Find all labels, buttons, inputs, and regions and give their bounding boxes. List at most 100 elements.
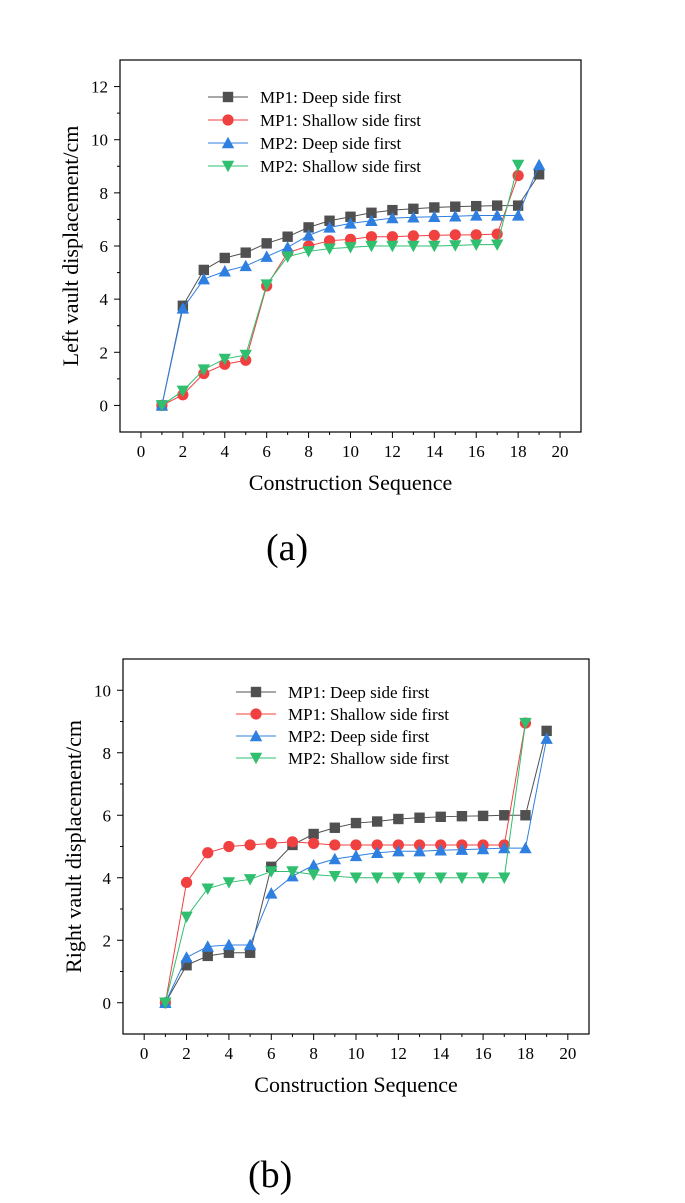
- data-point: [243, 874, 257, 886]
- data-point: [490, 209, 504, 221]
- data-point: [244, 947, 256, 958]
- data-point: [414, 812, 425, 823]
- data-point: [345, 211, 356, 222]
- data-point: [159, 997, 172, 1009]
- series-line: [161, 175, 519, 406]
- y-tick-label: 8: [100, 184, 109, 203]
- data-point: [533, 169, 545, 180]
- legend-marker: [222, 114, 234, 126]
- data-point: [302, 246, 315, 258]
- y-tick-label: 0: [100, 396, 109, 415]
- x-tick-label: 14: [432, 1044, 450, 1063]
- data-point: [349, 849, 363, 862]
- data-point: [323, 243, 336, 255]
- data-point: [286, 866, 299, 878]
- data-point: [349, 872, 363, 884]
- data-point: [393, 813, 404, 825]
- x-tick-label: 16: [468, 442, 485, 461]
- legend-label: MP1: Deep side first: [288, 683, 429, 702]
- y-axis-title: Left vault displacement/cm: [58, 126, 83, 367]
- data-point: [392, 839, 404, 851]
- x-tick-label: 10: [342, 442, 359, 461]
- y-tick-label: 10: [91, 131, 108, 150]
- legend-label: MP2: Deep side first: [288, 727, 429, 746]
- x-axis-title: Construction Sequence: [254, 1072, 457, 1097]
- legend-item: MP2: Shallow side first: [236, 749, 449, 768]
- data-point: [449, 210, 462, 222]
- legend-label: MP1: Shallow side first: [260, 111, 421, 130]
- x-tick-label: 14: [426, 442, 444, 461]
- data-point: [344, 242, 357, 254]
- x-tick-label: 2: [179, 442, 188, 461]
- x-tick-label: 0: [137, 442, 146, 461]
- legend-item: MP1: Shallow side first: [208, 111, 421, 130]
- data-point: [180, 911, 193, 924]
- data-point: [302, 229, 315, 241]
- data-point: [491, 200, 503, 211]
- series-3: [155, 158, 546, 411]
- data-point: [498, 841, 511, 854]
- x-tick-label: 20: [552, 442, 569, 461]
- data-point: [470, 229, 482, 241]
- legend-marker: [249, 729, 263, 742]
- x-tick-label: 4: [221, 442, 230, 461]
- data-point: [413, 839, 426, 851]
- data-point: [281, 241, 294, 253]
- data-point: [323, 221, 336, 233]
- x-axis-title: Construction Sequence: [249, 470, 452, 495]
- data-point: [307, 869, 320, 881]
- x-tick-label: 20: [559, 1044, 576, 1063]
- data-point: [176, 385, 190, 398]
- data-point: [222, 877, 236, 889]
- legend-marker: [222, 91, 234, 103]
- x-tick-label: 4: [225, 1044, 234, 1063]
- data-point: [392, 844, 405, 857]
- data-point: [519, 841, 532, 854]
- legend-item: MP2: Shallow side first: [208, 157, 421, 176]
- legend-label: MP2: Shallow side first: [288, 749, 449, 768]
- data-point: [366, 207, 377, 218]
- series-line: [161, 173, 540, 406]
- y-tick-label: 0: [103, 994, 112, 1013]
- data-point: [328, 852, 342, 865]
- data-point: [281, 251, 294, 263]
- data-point: [434, 872, 447, 884]
- data-point: [434, 844, 447, 856]
- series-1: [160, 725, 552, 1008]
- data-point: [350, 839, 362, 851]
- x-tick-label: 18: [517, 1044, 534, 1063]
- data-point: [520, 810, 531, 821]
- data-point: [476, 872, 490, 884]
- legend-marker: [249, 752, 263, 765]
- data-point: [499, 810, 510, 821]
- data-point: [155, 400, 169, 412]
- data-point: [307, 859, 320, 871]
- data-point: [386, 231, 399, 243]
- panel-label-b: (b): [248, 1154, 293, 1196]
- data-point: [428, 229, 440, 241]
- legend-marker: [221, 160, 235, 173]
- x-tick-label: 0: [140, 1044, 149, 1063]
- legend-item: MP1: Deep side first: [236, 683, 429, 702]
- legend-item: MP2: Deep side first: [208, 134, 401, 153]
- data-point: [449, 229, 461, 241]
- y-tick-label: 10: [94, 681, 111, 700]
- legend: MP1: Deep side first MP1: Shallow side fi…: [236, 683, 449, 768]
- data-point: [470, 209, 483, 221]
- x-tick-label: 6: [262, 442, 271, 461]
- data-point: [308, 828, 319, 840]
- data-point: [243, 938, 257, 951]
- series-1: [156, 169, 545, 411]
- data-point: [180, 876, 193, 889]
- series-line: [161, 164, 519, 406]
- legend-label: MP1: Shallow side first: [288, 705, 449, 724]
- legend-marker: [250, 708, 262, 720]
- panel-label-a: (a): [266, 527, 309, 569]
- data-point: [222, 938, 236, 951]
- y-tick-label: 4: [100, 290, 109, 309]
- y-tick-label: 12: [91, 78, 108, 97]
- data-point: [456, 810, 468, 822]
- legend: MP1: Deep side first MP1: Shallow side fi…: [208, 88, 421, 176]
- data-point: [244, 839, 256, 851]
- series-3: [159, 732, 553, 1008]
